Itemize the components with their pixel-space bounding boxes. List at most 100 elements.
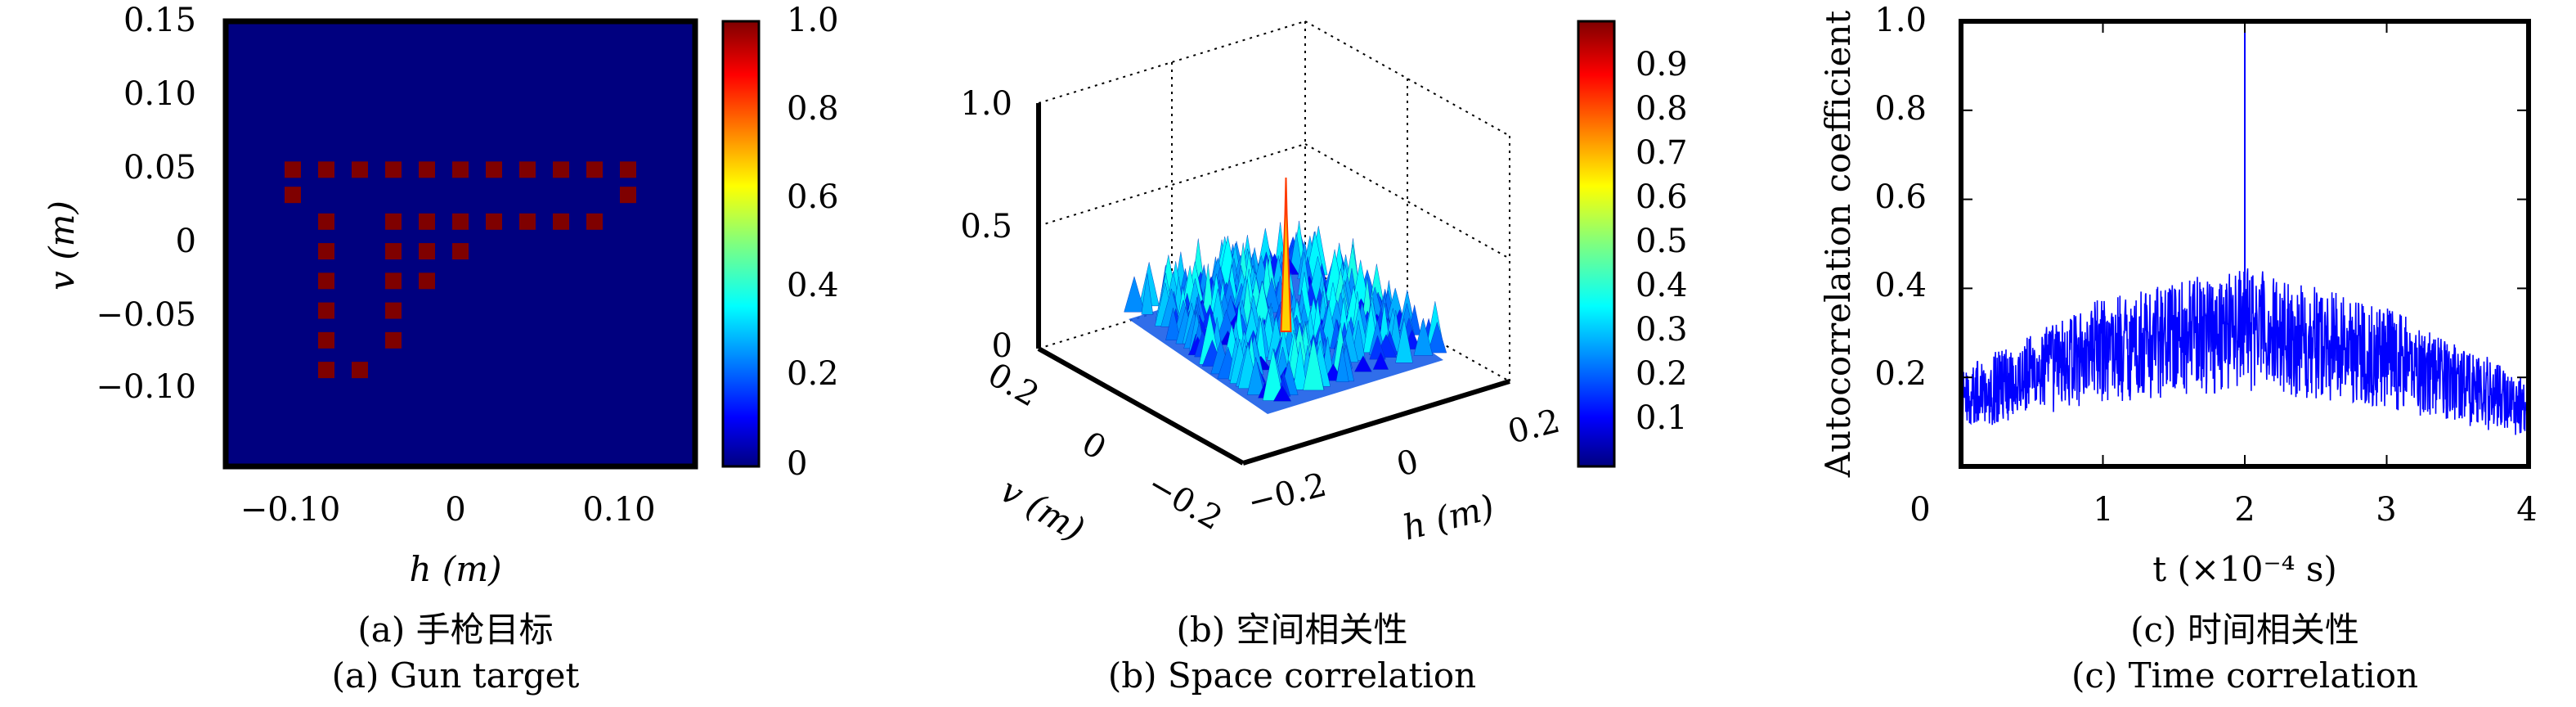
- colorbar-tick-label: 0.4: [787, 267, 839, 304]
- y-tick-label: −0.10: [96, 368, 196, 406]
- surface-spike: [1303, 336, 1325, 391]
- surface-spike: [1124, 276, 1145, 313]
- target-pixel: [318, 302, 334, 319]
- x-tick-label: 4: [2516, 491, 2537, 529]
- caption-cn-a: (a) 手枪目标: [357, 610, 553, 650]
- target-pixel: [620, 187, 636, 204]
- target-pixel: [452, 213, 469, 230]
- h-tick-label: 0.2: [1504, 403, 1564, 452]
- target-pixel: [586, 161, 603, 178]
- x-tick-label: 3: [2376, 491, 2396, 529]
- box-edge: [1038, 266, 1306, 349]
- y-axis-ticks-c: 1.0 0.8 0.6 0.4 0.2: [1874, 2, 1927, 393]
- surface-spike: [1427, 321, 1447, 354]
- colorbar-tick-label: 0.2: [787, 355, 839, 393]
- v-axis-label-b: v (m): [994, 470, 1091, 549]
- target-pixel: [352, 362, 368, 379]
- target-pixel: [486, 213, 502, 230]
- surface-spike: [1372, 351, 1389, 370]
- target-pixel: [385, 161, 402, 178]
- surface-peak: [1280, 178, 1292, 332]
- box-edge: [1038, 20, 1306, 104]
- h-axis-ticks-b: −0.2 0 0.2: [1244, 403, 1564, 522]
- x-tick-label: 0.10: [582, 491, 655, 529]
- surface-spike: [1272, 385, 1292, 402]
- y-tick-label: 0.4: [1874, 267, 1927, 304]
- target-pixel: [285, 161, 301, 178]
- target-pixel: [318, 272, 334, 290]
- target-pixel: [352, 161, 368, 178]
- colorbar-tick-label: 0.2: [1636, 355, 1688, 393]
- y-axis-ticks-a: 0.15 0.10 0.05 0 −0.05 −0.10: [96, 2, 196, 406]
- colorbar-tick-label: 0.6: [787, 178, 839, 216]
- target-pixel: [419, 213, 435, 230]
- surface-spike: [1141, 273, 1154, 315]
- colorbar-a: [721, 20, 761, 468]
- h-axis-label-b: h (m): [1399, 487, 1498, 548]
- caption-cn-c: (c) 时间相关性: [2130, 610, 2359, 650]
- y-axis-label-c: Autocorrelation coefficient: [1818, 11, 1858, 479]
- colorbar-tick-label: 0.5: [1636, 223, 1688, 260]
- target-pixel: [318, 213, 334, 230]
- target-pixel: [620, 161, 636, 178]
- colorbar-tick-label: 0.6: [1636, 178, 1688, 216]
- target-pixel: [519, 161, 536, 178]
- target-pixel: [553, 161, 569, 178]
- y-axis-label-a: v (m): [42, 200, 82, 290]
- caption-cn-b: (b) 空间相关性: [1176, 610, 1407, 650]
- h-tick-label: −0.2: [1244, 466, 1330, 522]
- target-pixel: [285, 187, 301, 204]
- target-pixel: [452, 243, 469, 260]
- x-tick-label: 2: [2234, 491, 2255, 529]
- colorbar-tick-label: 0: [787, 445, 807, 483]
- surface-spike: [1262, 348, 1284, 401]
- x-tick-label: 0: [445, 491, 465, 529]
- x-tick-label: −0.10: [240, 491, 341, 529]
- box-edge: [1304, 20, 1510, 137]
- colorbar-tick-label: 0.7: [1636, 134, 1688, 172]
- target-pixel: [553, 213, 569, 230]
- colorbar-tick-label: 1.0: [787, 2, 839, 39]
- x-axis-ticks-a: −0.10 0 0.10: [240, 491, 656, 529]
- surface-spike: [1165, 308, 1181, 340]
- target-pixel: [318, 362, 334, 379]
- y-tick-label: −0.05: [96, 296, 196, 334]
- caption-en-a: (a) Gun target: [332, 655, 580, 696]
- colorbar-tick-label: 0.3: [1636, 311, 1688, 349]
- caption-en-b: (b) Space correlation: [1108, 655, 1476, 696]
- x-axis-label-c: t (×10⁻⁴ s): [2152, 549, 2337, 589]
- box-3d: [1036, 20, 1510, 466]
- surface-spike: [1292, 341, 1308, 390]
- surface-spike: [1395, 318, 1413, 363]
- y-tick-label: 0.15: [123, 2, 196, 39]
- colorbar-tick-label: 0.9: [1636, 46, 1688, 83]
- surface-spike: [1413, 317, 1434, 356]
- target-pixel: [318, 161, 334, 178]
- box-edge: [1304, 143, 1510, 259]
- colorbar-b: [1577, 20, 1616, 468]
- panel-b: 1.0 0.5 0 0.2 0 −0.2 −0.2 0 0.2 v (m) h …: [960, 20, 1688, 696]
- target-pixel: [385, 243, 402, 260]
- panel-c: 1.0 0.8 0.6 0.4 0.2 0 1 2 3 4 t (×10⁻⁴ s…: [1818, 2, 2538, 696]
- colorbar-ticks-b: 0.9 0.8 0.7 0.6 0.5 0.4 0.3 0.2 0.1: [1636, 46, 1688, 437]
- target-pixel: [385, 272, 402, 290]
- target-pixel: [385, 331, 402, 349]
- x-axis-label-a: h (m): [410, 549, 502, 589]
- z-tick-label: 1.0: [960, 85, 1012, 123]
- y-tick-label: 0.2: [1874, 355, 1927, 393]
- x-axis-ticks-c: 0 1 2 3 4: [1910, 491, 2537, 529]
- z-tick-label: 0: [992, 327, 1012, 365]
- box-edge: [1038, 143, 1306, 227]
- h-axis: [1242, 379, 1510, 466]
- x-tick-label: 1: [2093, 491, 2113, 529]
- target-pixel: [419, 272, 435, 290]
- tick-marks-c: [1961, 21, 2529, 466]
- x-tick-label: 0: [1910, 491, 1930, 529]
- y-tick-label: 0.6: [1874, 178, 1927, 216]
- target-pixel: [318, 331, 334, 349]
- y-tick-label: 0.05: [123, 149, 196, 187]
- surface-spike: [1335, 345, 1349, 382]
- y-tick-label: 0.8: [1874, 90, 1927, 128]
- colorbar-tick-label: 0.1: [1636, 399, 1688, 437]
